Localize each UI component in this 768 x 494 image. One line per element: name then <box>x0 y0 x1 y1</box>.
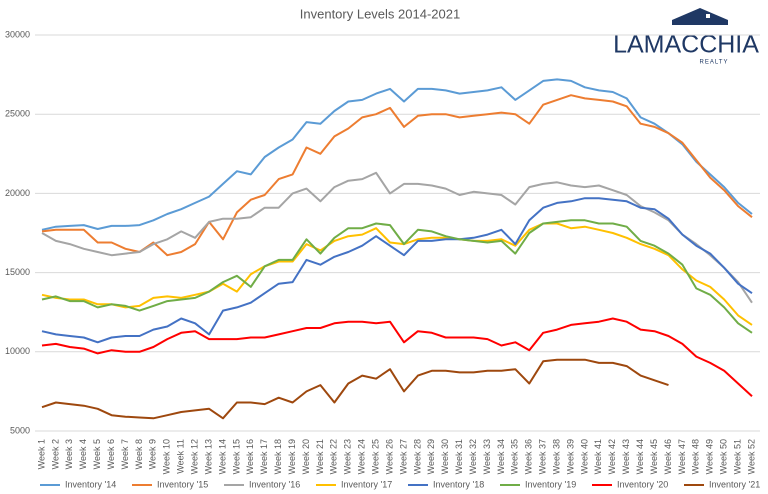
logo-roof <box>672 8 728 25</box>
x-tick-label: Week 49 <box>705 439 715 474</box>
x-tick-label: Week 16 <box>245 439 255 474</box>
legend-label: Inventory '21 <box>709 479 760 489</box>
y-tick-label: 10000 <box>5 346 30 356</box>
x-tick-label: Week 33 <box>482 439 492 474</box>
x-tick-label: Week 24 <box>357 439 367 474</box>
legend-label: Inventory '19 <box>525 479 576 489</box>
x-tick-label: Week 8 <box>134 439 144 469</box>
x-tick-label: Week 21 <box>315 439 325 474</box>
x-tick-label: Week 29 <box>426 439 436 474</box>
x-tick-label: Week 19 <box>287 439 297 474</box>
x-tick-label: Week 18 <box>273 439 283 474</box>
x-tick-label: Week 28 <box>412 439 422 474</box>
chart-title: Inventory Levels 2014-2021 <box>300 6 460 21</box>
x-tick-label: Week 14 <box>217 439 227 474</box>
x-tick-label: Week 38 <box>551 439 561 474</box>
y-tick-label: 5000 <box>10 425 30 435</box>
series-line <box>41 317 753 397</box>
x-tick-label: Week 20 <box>301 439 311 474</box>
x-tick-label: Week 46 <box>663 439 673 474</box>
x-tick-label: Week 30 <box>440 439 450 474</box>
x-tick-label: Week 50 <box>719 439 729 474</box>
x-tick-label: Week 31 <box>454 439 464 474</box>
x-tick-label: Week 47 <box>677 439 687 474</box>
x-tick-label: Week 27 <box>398 439 408 474</box>
x-tick-label: Week 3 <box>64 439 74 469</box>
legend-label: Inventory '18 <box>433 479 484 489</box>
x-tick-label: Week 26 <box>384 439 394 474</box>
x-tick-label: Week 10 <box>162 439 172 474</box>
series-line <box>41 358 669 420</box>
x-tick-label: Week 51 <box>732 439 742 474</box>
legend-label: Inventory '14 <box>65 479 116 489</box>
y-tick-label: 20000 <box>5 188 30 198</box>
x-tick-label: Week 22 <box>329 439 339 474</box>
x-tick-label: Week 41 <box>593 439 603 474</box>
x-tick-label: Week 25 <box>370 439 380 474</box>
x-tick-label: Week 12 <box>190 439 200 474</box>
x-tick-label: Week 43 <box>621 439 631 474</box>
series-line <box>41 94 753 257</box>
series-line <box>41 171 753 304</box>
legend-label: Inventory '17 <box>341 479 392 489</box>
x-tick-label: Week 35 <box>510 439 520 474</box>
x-tick-label: Week 52 <box>746 439 756 474</box>
logo-subtext: REALTY <box>700 60 729 66</box>
series-line <box>41 219 753 334</box>
x-tick-label: Week 40 <box>579 439 589 474</box>
logo-window <box>706 14 710 18</box>
x-tick-label: Week 7 <box>120 439 130 469</box>
legend-label: Inventory '20 <box>617 479 668 489</box>
legend-label: Inventory '16 <box>249 479 300 489</box>
x-tick-label: Week 45 <box>649 439 659 474</box>
series-line <box>41 222 753 326</box>
series-line <box>41 197 753 344</box>
x-tick-label: Week 6 <box>106 439 116 469</box>
x-tick-label: Week 11 <box>176 439 186 474</box>
x-tick-label: Week 36 <box>524 439 534 474</box>
x-tick-label: Week 2 <box>50 439 60 469</box>
x-tick-label: Week 32 <box>468 439 478 474</box>
series-line <box>41 78 753 231</box>
x-tick-label: Week 34 <box>496 439 506 474</box>
x-tick-label: Week 15 <box>231 439 241 474</box>
legend-label: Inventory '15 <box>157 479 208 489</box>
y-tick-label: 15000 <box>5 267 30 277</box>
x-tick-label: Week 37 <box>538 439 548 474</box>
y-tick-label: 25000 <box>5 109 30 119</box>
x-tick-label: Week 42 <box>607 439 617 474</box>
x-tick-label: Week 44 <box>635 439 645 474</box>
x-tick-label: Week 13 <box>203 439 213 474</box>
x-tick-label: Week 39 <box>565 439 575 474</box>
x-tick-label: Week 17 <box>259 439 269 474</box>
x-tick-label: Week 5 <box>92 439 102 469</box>
x-tick-label: Week 23 <box>343 439 353 474</box>
x-tick-label: Week 1 <box>36 439 46 469</box>
logo: LAMACCHIA REALTY <box>613 8 759 66</box>
x-tick-label: Week 4 <box>78 439 88 469</box>
y-tick-label: 30000 <box>5 29 30 39</box>
x-tick-label: Week 48 <box>691 439 701 474</box>
x-tick-label: Week 9 <box>148 439 158 469</box>
